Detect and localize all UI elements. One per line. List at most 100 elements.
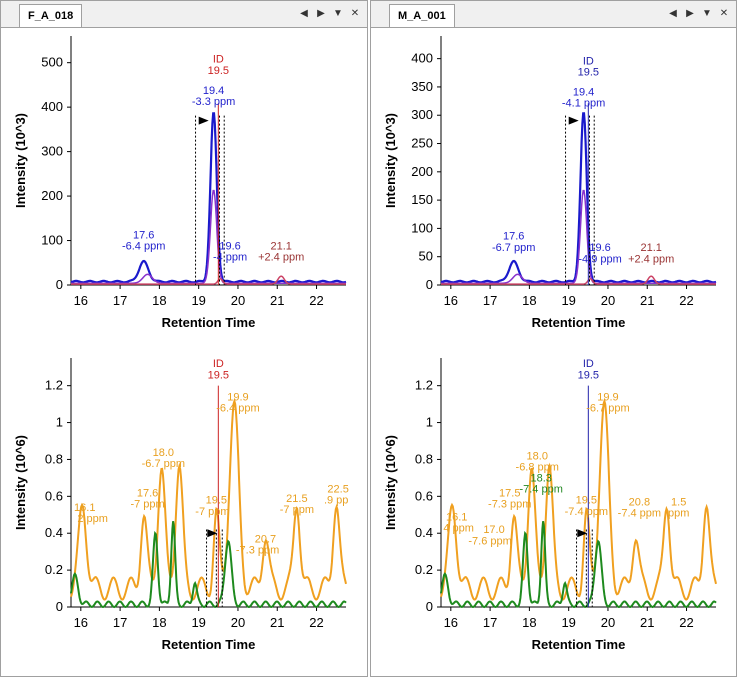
y-tick-label: 100	[41, 233, 63, 248]
peak-annotation: 19.5	[206, 495, 227, 507]
peak-annotation: 19.5	[578, 67, 599, 79]
peak-annotation: 19.4	[203, 85, 224, 97]
peak-annotation: 18.0	[153, 447, 174, 459]
x-tick-label: 20	[231, 293, 245, 308]
prev-tab-icon[interactable]: ◀	[669, 8, 677, 19]
x-tick-label: 20	[601, 293, 615, 308]
x-tick-label: 21	[270, 615, 284, 630]
chromatogram-top[interactable]: 0 50 100 150 200 250 300 350 400 16 17 18 19 20 21 22 Re…	[371, 28, 737, 348]
trace-line	[71, 189, 346, 284]
next-tab-icon[interactable]: ▶	[317, 8, 325, 19]
x-tick-label: 21	[640, 615, 654, 630]
trace-line	[440, 397, 717, 601]
chromatogram-bottom[interactable]: 0 0.2 0.4 0.6 0.8 1 1.2 16 17 18 19 20 21 22 Retention…	[1, 348, 369, 678]
tab-sample[interactable]: F_A_018	[19, 4, 83, 27]
x-tick-label: 16	[74, 615, 88, 630]
y-tick-label: 0	[56, 599, 63, 614]
y-tick-label: 1	[56, 415, 63, 430]
peak-annotation: ID	[583, 55, 594, 67]
peak-annotation: -6.7 ppm	[492, 242, 535, 254]
peak-annotation: 17.6	[503, 231, 524, 243]
peak-annotation: -7.3 ppm	[488, 498, 531, 510]
peak-annotation: 21.1	[270, 240, 291, 252]
y-tick-label: 300	[411, 107, 433, 122]
peak-annotation: -7.6 ppm	[468, 535, 511, 547]
peak-annotation: 19.6	[589, 242, 610, 254]
peak-annotation: ID	[213, 54, 224, 66]
chromatogram-bottom[interactable]: 0 0.2 0.4 0.6 0.8 1 1.2 16 17 18 19 20 21 22 Retention…	[371, 348, 737, 678]
peak-annotation: 22.5	[327, 484, 348, 496]
peak-annotation: 4 ppm	[443, 522, 474, 534]
peak-annotation: 19.4	[573, 86, 594, 98]
peak-annotation: -4 ppm	[213, 252, 247, 264]
tab-strip: M_A_001 ◀ ▶ ▼ ✕	[371, 1, 736, 28]
y-tick-label: 200	[411, 164, 433, 179]
boundary-arrow-icon	[198, 116, 209, 125]
tab-menu-icon[interactable]: ▼	[702, 8, 712, 19]
peak-annotation: 16.1	[446, 511, 467, 523]
x-tick-label: 20	[601, 615, 615, 630]
peak-annotation: 18.0	[527, 450, 548, 462]
peak-annotation: -6.7 ppm	[142, 458, 185, 470]
peak-annotation: .9 pp	[324, 495, 348, 507]
trace-line	[70, 397, 347, 601]
close-icon[interactable]: ✕	[350, 8, 360, 19]
peak-annotation: -6.4 ppm	[216, 402, 259, 414]
y-tick-label: 0.4	[415, 525, 433, 540]
boundary-arrow-icon	[568, 116, 579, 125]
trace-line	[441, 275, 716, 285]
y-tick-label: 50	[419, 249, 433, 264]
peak-annotation: 1.5	[671, 497, 686, 509]
y-tick-label: 150	[411, 192, 433, 207]
peak-annotation: -6.4 ppm	[122, 240, 165, 252]
peak-annotation: +2.4 ppm	[628, 253, 674, 265]
trace-line	[441, 189, 716, 284]
y-tick-label: 200	[41, 188, 63, 203]
prev-tab-icon[interactable]: ◀	[300, 8, 308, 19]
y-axis-title: Intensity (10^6)	[13, 435, 28, 530]
peak-annotation: +2.4 ppm	[258, 252, 304, 264]
peak-annotation: 16.1	[74, 502, 95, 514]
tab-menu-icon[interactable]: ▼	[333, 8, 343, 19]
x-tick-label: 16	[444, 615, 458, 630]
next-tab-icon[interactable]: ▶	[686, 8, 694, 19]
x-tick-label: 17	[113, 293, 127, 308]
close-icon[interactable]: ✕	[719, 8, 729, 19]
peak-annotation: 21.1	[640, 242, 661, 254]
peak-annotation: -4.9 ppm	[578, 253, 621, 265]
y-tick-label: 0.4	[45, 525, 63, 540]
y-axis-title: Intensity (10^3)	[383, 113, 398, 208]
peak-annotation: 21.5	[286, 493, 307, 505]
peak-annotation: 20.7	[255, 533, 276, 545]
boundary-arrow-icon	[577, 529, 588, 538]
x-axis-title: Retention Time	[162, 315, 256, 330]
x-tick-label: 21	[270, 293, 284, 308]
tab-nav: ◀ ▶ ▼ ✕	[667, 6, 730, 22]
y-tick-label: 0.8	[415, 451, 433, 466]
peak-annotation: ID	[213, 358, 224, 370]
x-tick-label: 16	[74, 293, 88, 308]
x-axis-title: Retention Time	[532, 315, 626, 330]
peak-annotation: 17.6	[133, 229, 154, 241]
y-tick-label: 0	[426, 277, 433, 292]
peak-annotation: 19.5	[208, 65, 229, 77]
peak-annotation: 19.5	[576, 495, 597, 507]
peak-annotation: -7 ppm	[195, 506, 229, 518]
y-tick-label: 0.8	[45, 451, 63, 466]
y-tick-label: 1.2	[415, 378, 433, 393]
chromatogram-top[interactable]: 0 100 200 300 400 500 16 17 18 19 20 21 22 Retention …	[1, 28, 369, 348]
peak-annotation: 19.5	[208, 369, 229, 381]
peak-annotation: 17.0	[483, 524, 504, 536]
y-axis-title: Intensity (10^6)	[383, 435, 398, 530]
tab-nav: ◀ ▶ ▼ ✕	[298, 6, 361, 22]
peak-annotation: 20.8	[629, 497, 650, 509]
peak-annotation: 17.6	[137, 487, 158, 499]
peak-annotation: -4.1 ppm	[562, 98, 605, 110]
chromatogram-pane-right: M_A_001 ◀ ▶ ▼ ✕ 0 50 100 150 200 250 300 350 400…	[370, 0, 737, 677]
tab-sample[interactable]: M_A_001	[389, 4, 455, 27]
x-tick-label: 18	[152, 293, 166, 308]
peak-annotation: -7.3 ppm	[236, 545, 279, 557]
peak-annotation: -3.3 ppm	[192, 96, 235, 108]
y-tick-label: 400	[41, 99, 63, 114]
peak-annotation: ppm	[668, 508, 689, 520]
